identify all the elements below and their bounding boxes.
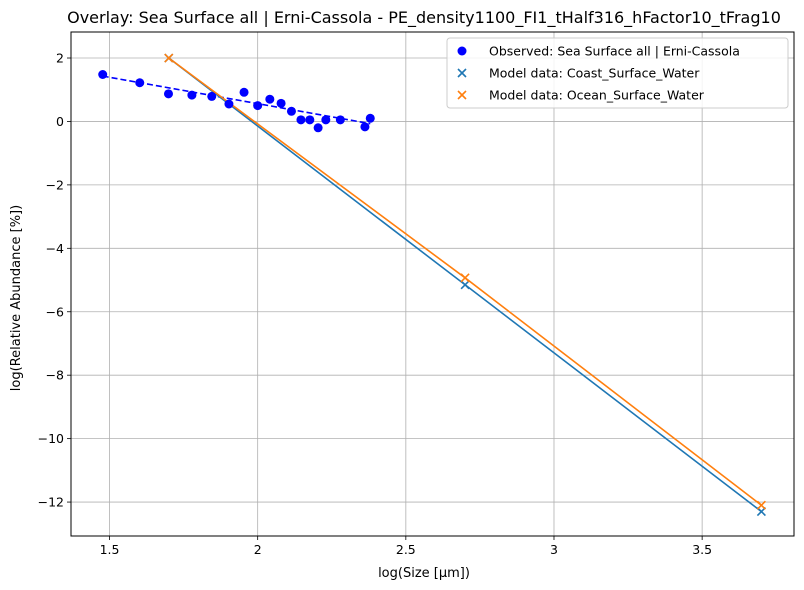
model-point-2 bbox=[756, 500, 766, 510]
observed-point bbox=[313, 123, 323, 133]
model-point-1 bbox=[460, 280, 470, 290]
observed-point bbox=[135, 78, 145, 88]
observed-point bbox=[286, 106, 296, 116]
observed-point bbox=[276, 98, 286, 108]
observed-point bbox=[187, 90, 197, 100]
legend-label-1: Model data: Coast_Surface_Water bbox=[489, 66, 700, 81]
x-tick-label: 2 bbox=[254, 542, 262, 557]
observed-point bbox=[305, 115, 315, 125]
observed-point bbox=[207, 91, 217, 101]
observed-point bbox=[365, 113, 375, 123]
y-tick-label: −10 bbox=[38, 431, 64, 446]
x-tick-label: 1.5 bbox=[100, 542, 120, 557]
legend-marker-1 bbox=[457, 68, 467, 78]
chart-title: Overlay: Sea Surface all | Erni-Cassola … bbox=[67, 8, 781, 28]
plot-frame bbox=[70, 31, 795, 537]
model-point-2 bbox=[460, 273, 470, 283]
y-tick-label: −2 bbox=[46, 177, 64, 192]
legend-label-2: Model data: Ocean_Surface_Water bbox=[489, 88, 705, 103]
legend-box bbox=[446, 37, 789, 109]
ticks: 1.5 2 2.5 3 3.5 −12 −10 −8 −6 −4 −2 0 2 bbox=[38, 51, 712, 557]
observed-point bbox=[163, 89, 173, 99]
y-axis-title: log(Relative Abundance [%]) bbox=[9, 205, 24, 391]
grid bbox=[71, 32, 794, 536]
observed-point bbox=[253, 101, 263, 111]
legend-marker-0 bbox=[457, 46, 467, 56]
observed-point bbox=[321, 115, 331, 125]
observed-point bbox=[360, 122, 370, 132]
legend-label-0: Observed: Sea Surface all | Erni-Cassola bbox=[489, 44, 740, 59]
legend: Observed: Sea Surface all | Erni-Cassola… bbox=[446, 37, 789, 109]
y-tick-label: 2 bbox=[56, 51, 64, 66]
plot-markers bbox=[98, 53, 766, 517]
observed-point bbox=[296, 115, 306, 125]
observed-point bbox=[265, 94, 275, 104]
x-axis-title: log(Size [µm]) bbox=[378, 566, 470, 581]
y-tick-label: −12 bbox=[38, 495, 64, 510]
x-tick-label: 3 bbox=[550, 542, 558, 557]
y-tick-label: −6 bbox=[46, 304, 64, 319]
observed-point bbox=[98, 70, 108, 80]
observed-point bbox=[335, 115, 345, 125]
observed-point bbox=[239, 87, 249, 97]
model-point-2 bbox=[164, 53, 174, 63]
y-tick-label: −8 bbox=[46, 368, 64, 383]
x-tick-label: 3.5 bbox=[692, 542, 712, 557]
y-tick-label: 0 bbox=[56, 114, 64, 129]
observed-point bbox=[224, 99, 234, 109]
y-tick-label: −4 bbox=[46, 241, 64, 256]
x-tick-label: 2.5 bbox=[396, 542, 416, 557]
legend-marker-2 bbox=[457, 90, 467, 100]
